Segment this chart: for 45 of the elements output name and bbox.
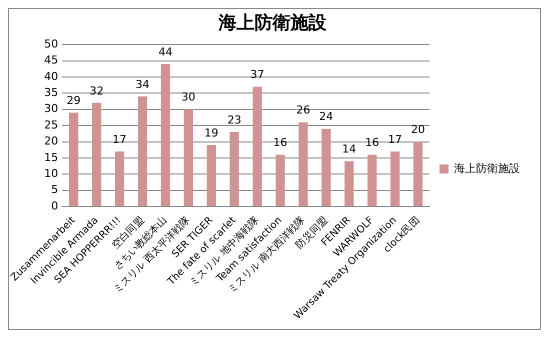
bar bbox=[184, 109, 194, 206]
data-label: 34 bbox=[136, 78, 150, 91]
data-label: 37 bbox=[250, 68, 264, 82]
chart-title: 海上防衛施設 bbox=[218, 12, 328, 34]
bar bbox=[160, 64, 170, 206]
bar bbox=[322, 128, 331, 206]
data-label: 17 bbox=[388, 132, 402, 146]
y-tick-label: 25 bbox=[44, 118, 58, 132]
y-tick-label: 10 bbox=[44, 167, 58, 180]
data-label: 23 bbox=[227, 113, 242, 126]
y-tick-label: 5 bbox=[51, 183, 58, 196]
y-tick-label: 40 bbox=[44, 70, 58, 83]
bar bbox=[114, 151, 124, 206]
data-label: 20 bbox=[411, 123, 426, 136]
data-label: 32 bbox=[90, 84, 104, 98]
bar bbox=[344, 161, 354, 206]
y-tick-label: 15 bbox=[44, 150, 58, 164]
bar bbox=[92, 102, 102, 206]
bar bbox=[390, 151, 400, 206]
y-tick-label: 35 bbox=[44, 86, 58, 100]
bar bbox=[276, 154, 285, 206]
data-label: 16 bbox=[365, 136, 380, 150]
legend-label: 海上防衛施設 bbox=[454, 162, 520, 175]
bar bbox=[138, 96, 148, 206]
bar bbox=[368, 154, 377, 206]
y-tick-label: 50 bbox=[44, 37, 58, 50]
data-label: 14 bbox=[342, 142, 356, 156]
bar bbox=[206, 145, 216, 206]
data-label: 26 bbox=[296, 104, 310, 117]
y-tick-label: 0 bbox=[51, 199, 58, 212]
y-tick-label: 30 bbox=[44, 102, 58, 116]
data-label: 24 bbox=[319, 110, 334, 124]
y-tick-label: 45 bbox=[44, 54, 58, 67]
bar bbox=[252, 86, 262, 206]
bar bbox=[69, 112, 78, 206]
data-label: 29 bbox=[66, 94, 81, 107]
data-label: 19 bbox=[204, 126, 218, 140]
y-tick-label: 20 bbox=[44, 134, 58, 148]
data-label: 44 bbox=[158, 45, 172, 58]
data-label: 30 bbox=[181, 90, 196, 104]
bar bbox=[413, 142, 423, 206]
bar bbox=[298, 122, 308, 206]
data-label: 16 bbox=[273, 136, 288, 150]
bar bbox=[230, 132, 239, 206]
data-label: 17 bbox=[112, 132, 127, 146]
